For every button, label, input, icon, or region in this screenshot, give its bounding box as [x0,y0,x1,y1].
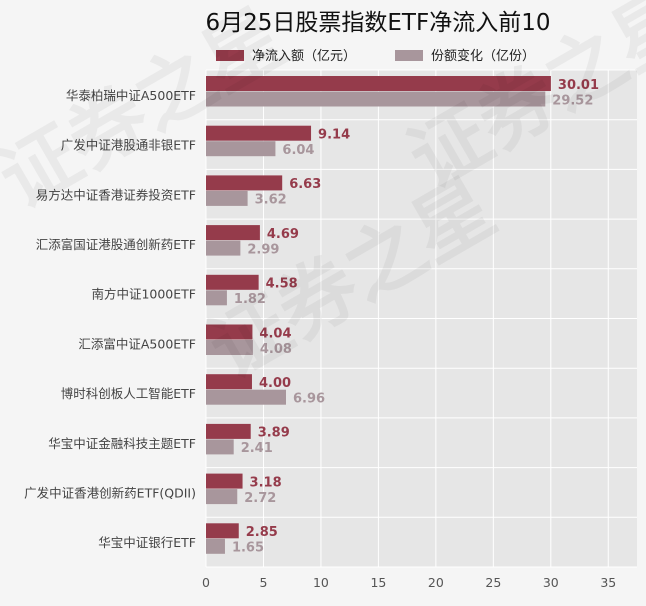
share-change-bar-4 [206,240,241,256]
share-change-bar-1 [206,91,546,107]
share-change-value-7: 6.96 [293,391,325,406]
net-inflow-value-6: 4.04 [259,326,291,341]
share-change-bar-5 [206,290,227,306]
x-tick-label-5: 5 [259,575,267,590]
legend-label-1: 净流入额（亿元） [252,49,356,64]
x-tick-label-20: 20 [428,575,444,590]
net-inflow-value-2: 9.14 [318,127,350,142]
net-inflow-value-8: 3.89 [258,426,290,441]
share-change-bar-8 [206,439,234,455]
chart-title: 6月25日股票指数ETF净流入前10 [206,10,551,36]
legend-swatch-1 [216,50,244,61]
share-change-bar-6 [206,340,253,355]
x-tick-label-10: 10 [313,575,329,590]
net-inflow-value-9: 3.18 [250,475,282,490]
net-inflow-bar-7 [206,374,252,390]
net-inflow-bar-1 [206,76,551,91]
x-tick-label-30: 30 [543,575,559,590]
share-change-bar-10 [206,538,225,554]
share-change-bar-7 [206,389,286,405]
share-change-value-2: 6.04 [282,143,314,158]
net-inflow-bar-6 [206,324,253,340]
share-change-value-6: 4.08 [260,342,292,357]
net-inflow-value-10: 2.85 [246,525,278,540]
share-change-bar-9 [206,489,238,505]
category-label-1: 华泰柏瑞中证A500ETF [66,88,196,103]
category-label-10: 华宝中证银行ETF [98,535,196,550]
share-change-value-4: 2.99 [247,242,279,257]
legend-label-2: 份额变化（亿份） [431,48,535,64]
share-change-value-5: 1.82 [234,292,266,307]
category-label-5: 南方中证1000ETF [91,287,196,302]
category-label-7: 博时科创板人工智能ETF [61,386,196,401]
share-change-value-3: 3.62 [255,193,287,208]
share-change-value-10: 1.65 [232,541,264,556]
share-change-bar-3 [206,190,248,206]
share-change-value-1: 29.52 [552,93,593,108]
share-change-value-9: 2.72 [244,491,276,506]
net-inflow-bar-5 [206,274,259,290]
x-tick-label-25: 25 [485,575,501,590]
category-label-3: 易方达中证香港证券投资ETF [36,187,196,202]
x-tick-label-0: 0 [202,575,210,590]
share-change-bar-2 [206,141,276,157]
net-inflow-bar-3 [206,175,283,191]
x-tick-label-15: 15 [370,575,386,590]
share-change-value-8: 2.41 [241,441,273,456]
net-inflow-bar-9 [206,473,243,489]
net-inflow-value-4: 4.69 [267,227,299,242]
category-label-8: 华宝中证金融科技主题ETF [48,436,196,451]
legend-swatch-2 [395,50,423,61]
net-inflow-bar-8 [206,423,251,439]
x-tick-label-35: 35 [600,575,616,590]
category-label-4: 汇添富国证港股通创新药ETF [36,237,196,252]
net-inflow-value-1: 30.01 [558,78,599,93]
category-label-6: 汇添富中证A500ETF [78,336,196,351]
net-inflow-value-7: 4.00 [259,376,291,391]
category-label-9: 广发中证香港创新药ETF(QDII) [24,485,196,500]
net-inflow-value-3: 6.63 [289,177,321,192]
net-inflow-bar-2 [206,125,312,141]
category-label-2: 广发中证港股通非银ETF [61,138,196,153]
net-inflow-bar-10 [206,523,239,539]
net-inflow-bar-4 [206,225,260,241]
net-inflow-value-5: 4.58 [266,277,298,292]
legend: 净流入额（亿元） 份额变化（亿份） [216,48,535,64]
